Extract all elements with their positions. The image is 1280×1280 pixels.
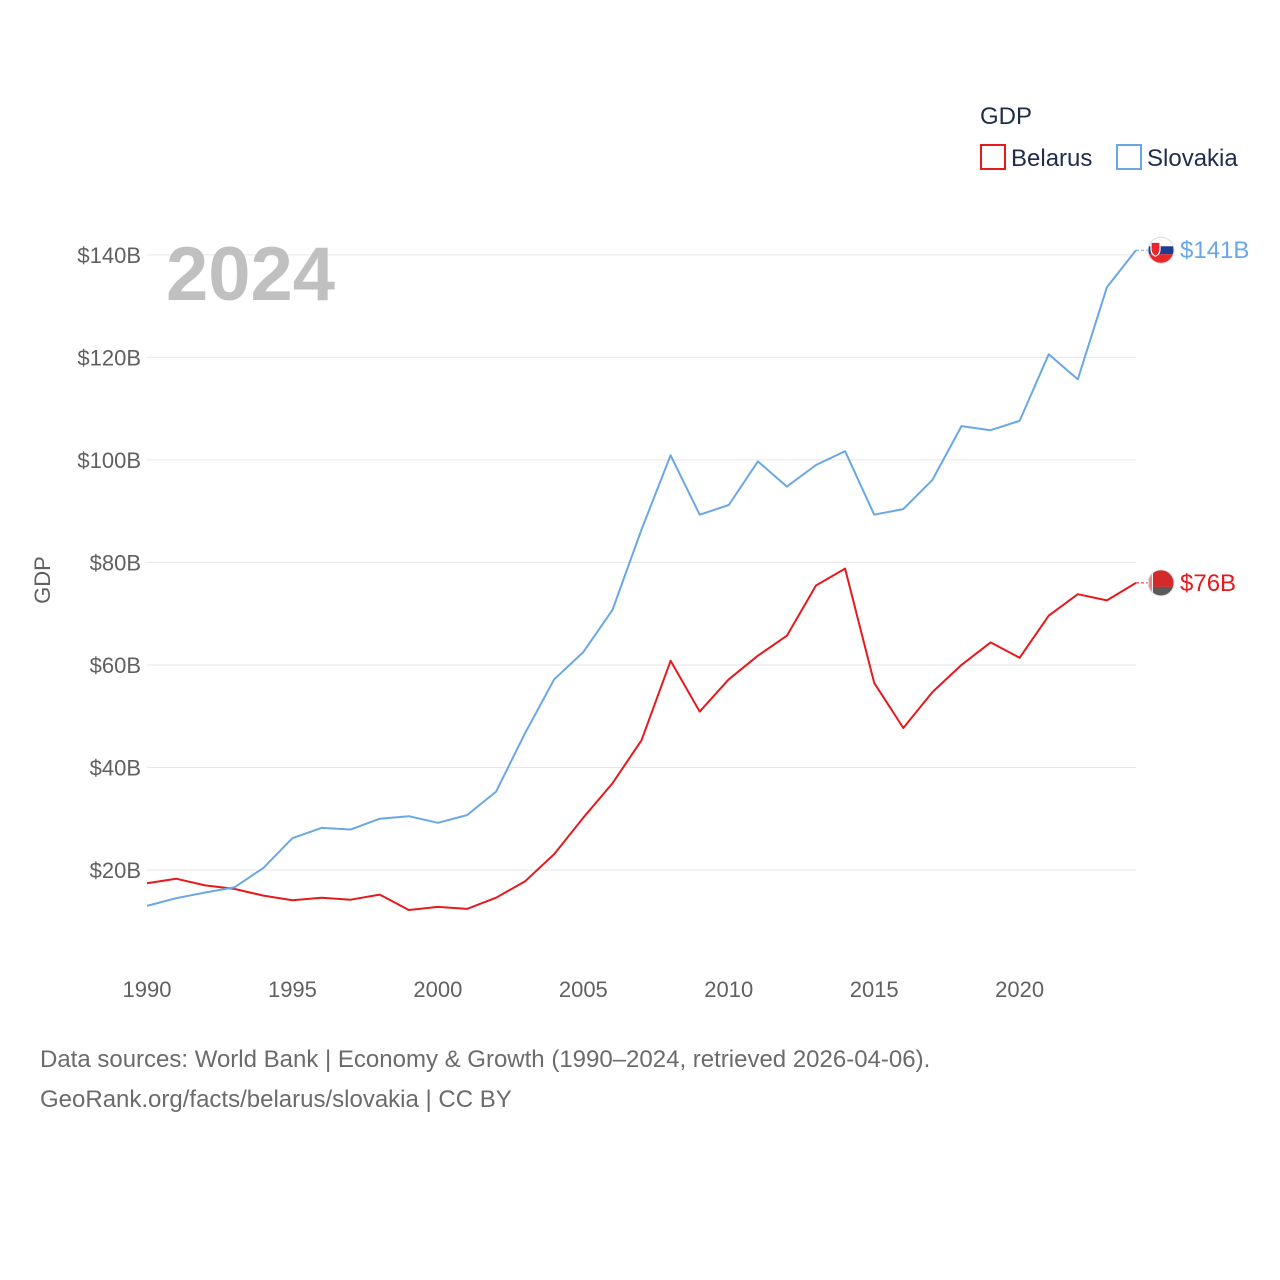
legend-swatch-slovakia (1116, 144, 1142, 170)
legend-item-belarus[interactable]: Belarus (980, 144, 1092, 172)
y-tick-label: $20B (90, 858, 141, 883)
footer-attribution: GeoRank.org/facts/belarus/slovakia | CC … (40, 1086, 512, 1113)
x-tick-label: 2005 (559, 977, 608, 1002)
x-tick-label: 2000 (413, 977, 462, 1002)
series-line-slovakia (146, 249, 1137, 907)
x-tick-label: 2020 (995, 977, 1044, 1002)
legend-label-slovakia: Slovakia (1147, 145, 1238, 172)
legend-label-belarus: Belarus (1011, 145, 1092, 172)
x-tick-label: 1995 (268, 977, 317, 1002)
legend-item-slovakia[interactable]: Slovakia (1116, 144, 1238, 172)
y-tick-label: $100B (77, 448, 141, 473)
y-axis-label: GDP (30, 556, 55, 604)
y-tick-label: $40B (90, 755, 141, 780)
x-axis-ticks: 1990 1995 2000 2005 2010 2015 2020 (123, 977, 1045, 1002)
y-tick-label: $60B (90, 653, 141, 678)
belarus-flag-icon (1147, 569, 1175, 597)
x-tick-label: 2015 (850, 977, 899, 1002)
end-value-label-belarus: $76B (1180, 570, 1236, 597)
y-tick-label: $140B (77, 243, 141, 268)
x-tick-label: 2010 (704, 977, 753, 1002)
slovakia-flag-icon (1147, 236, 1175, 264)
series-line-belarus (146, 567, 1137, 911)
legend: GDP Belarus Slovakia (980, 103, 1238, 172)
footer-sources: Data sources: World Bank | Economy & Gro… (40, 1046, 931, 1073)
x-tick-label: 1990 (123, 977, 172, 1002)
end-value-label-slovakia: $141B (1180, 237, 1249, 264)
series-end-markers: $76B $141B (1136, 236, 1249, 597)
series-lines (146, 249, 1137, 911)
gridlines (147, 254, 1136, 871)
footer: Data sources: World Bank | Economy & Gro… (40, 1040, 1240, 1120)
y-axis-ticks: $20B $40B $60B $80B $100B $120B $140B (77, 243, 141, 883)
year-label: 2024 (166, 232, 335, 317)
legend-swatch-belarus (980, 144, 1006, 170)
y-tick-label: $80B (90, 550, 141, 575)
y-tick-label: $120B (77, 345, 141, 370)
legend-title: GDP (980, 103, 1032, 130)
